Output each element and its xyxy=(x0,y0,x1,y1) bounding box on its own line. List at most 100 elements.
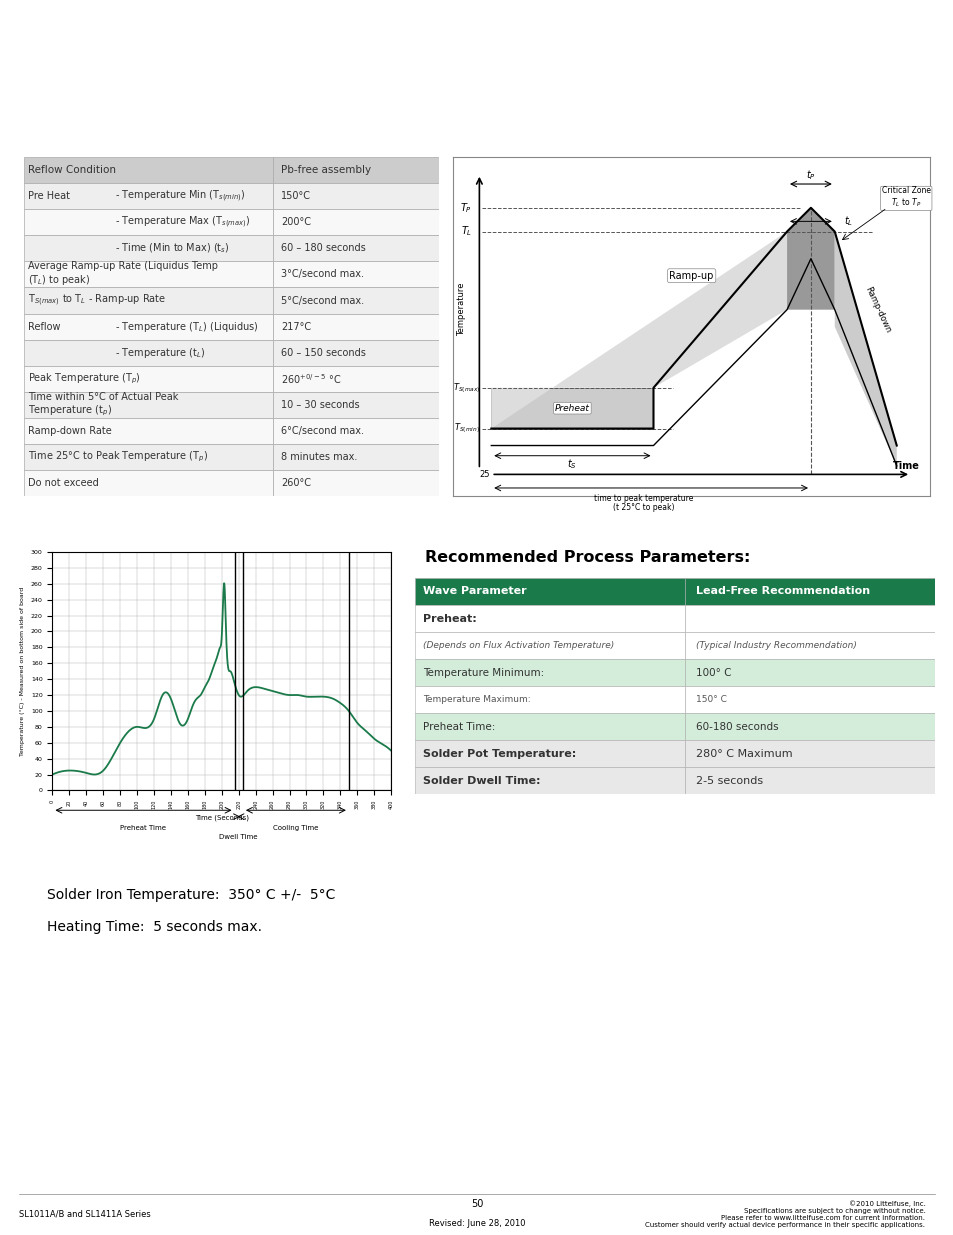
Text: Recommended Process Parameters:: Recommended Process Parameters: xyxy=(425,550,750,566)
Text: 6°C/second max.: 6°C/second max. xyxy=(281,426,364,436)
Text: 260$^{+0/-5}$ °C: 260$^{+0/-5}$ °C xyxy=(281,372,341,385)
Y-axis label: Temperature (°C) - Measured on bottom side of board: Temperature (°C) - Measured on bottom si… xyxy=(20,587,26,756)
Bar xyxy=(24,366,273,391)
Text: Temperature Minimum:: Temperature Minimum: xyxy=(422,668,543,678)
Bar xyxy=(24,340,273,366)
Bar xyxy=(24,209,273,235)
Text: 150° C: 150° C xyxy=(695,695,726,704)
Text: $T_{S(max)}$: $T_{S(max)}$ xyxy=(452,380,480,395)
Bar xyxy=(684,659,934,687)
Text: $t_S$: $t_S$ xyxy=(567,457,577,471)
Polygon shape xyxy=(491,232,786,429)
Text: - Temperature Min (T$_{s(min)}$): - Temperature Min (T$_{s(min)}$) xyxy=(115,188,246,204)
Text: 2-5 seconds: 2-5 seconds xyxy=(695,776,762,785)
Text: (Depends on Flux Activation Temperature): (Depends on Flux Activation Temperature) xyxy=(422,641,614,650)
Bar xyxy=(415,659,684,687)
Bar xyxy=(415,740,684,767)
Text: 280° C Maximum: 280° C Maximum xyxy=(695,748,792,758)
Text: Ramp-up: Ramp-up xyxy=(669,270,713,280)
Bar xyxy=(684,713,934,740)
Bar xyxy=(24,235,273,262)
Text: Reflow Condition: Reflow Condition xyxy=(28,165,116,175)
Polygon shape xyxy=(834,232,896,466)
Bar xyxy=(415,578,684,605)
Text: 5°C/second max.: 5°C/second max. xyxy=(281,295,364,305)
Bar xyxy=(24,262,273,288)
Text: 100° C: 100° C xyxy=(695,668,731,678)
Text: Preheat Time: Preheat Time xyxy=(120,825,166,831)
Bar xyxy=(684,767,934,794)
Text: 60 – 180 seconds: 60 – 180 seconds xyxy=(281,243,366,253)
Bar xyxy=(24,445,273,471)
Text: 217°C: 217°C xyxy=(281,321,311,332)
Bar xyxy=(24,391,273,419)
Text: Preheat Time:: Preheat Time: xyxy=(422,721,495,731)
Text: Preheat: Preheat xyxy=(555,404,589,412)
Polygon shape xyxy=(662,9,688,68)
Text: Ramp-down: Ramp-down xyxy=(862,285,891,335)
Bar xyxy=(273,471,438,496)
Text: Lead-Free Recommendation: Lead-Free Recommendation xyxy=(695,587,869,597)
Text: Preheat:: Preheat: xyxy=(422,614,476,624)
Text: ©2010 Littelfuse, Inc.
Specifications are subject to change without notice.
Plea: ©2010 Littelfuse, Inc. Specifications ar… xyxy=(644,1200,924,1228)
Text: 150°C: 150°C xyxy=(281,191,311,201)
Bar xyxy=(273,183,438,209)
Text: time to peak temperature: time to peak temperature xyxy=(594,494,693,503)
Text: Dwell Time: Dwell Time xyxy=(219,834,257,840)
Bar xyxy=(273,314,438,340)
Text: $t_L$: $t_L$ xyxy=(843,215,853,228)
Text: Expertise Applied  |  Answers Delivered: Expertise Applied | Answers Delivered xyxy=(679,77,845,85)
Bar xyxy=(273,209,438,235)
Text: Soldering Parameters - Wave Soldering (Thru-Hole Devices): Soldering Parameters - Wave Soldering (T… xyxy=(34,511,432,525)
Bar xyxy=(415,767,684,794)
Text: 50: 50 xyxy=(471,1199,482,1209)
Text: Ramp-down Rate: Ramp-down Rate xyxy=(28,426,112,436)
Polygon shape xyxy=(786,207,834,310)
Text: Do not exceed: Do not exceed xyxy=(28,478,99,488)
Bar xyxy=(684,687,934,713)
Text: $T_P$: $T_P$ xyxy=(460,201,472,215)
Text: Wave Parameter: Wave Parameter xyxy=(422,587,526,597)
Text: Temperature Maximum:: Temperature Maximum: xyxy=(422,695,530,704)
Text: - Temperature (t$_L$): - Temperature (t$_L$) xyxy=(115,346,205,359)
Text: 60-180 seconds: 60-180 seconds xyxy=(695,721,778,731)
Bar xyxy=(273,419,438,445)
Bar xyxy=(684,632,934,659)
Text: Solder Iron Temperature:  350° C +/-  5°C: Solder Iron Temperature: 350° C +/- 5°C xyxy=(47,888,335,903)
Text: Time (Seconds): Time (Seconds) xyxy=(194,814,249,820)
Text: Peak Temperature (T$_p$): Peak Temperature (T$_p$) xyxy=(28,372,141,387)
Text: 200°C: 200°C xyxy=(281,217,311,227)
Bar xyxy=(24,183,273,209)
Text: 8 minutes max.: 8 minutes max. xyxy=(281,452,357,462)
Text: (t 25°C to peak): (t 25°C to peak) xyxy=(613,503,674,511)
Bar xyxy=(684,740,934,767)
Text: SL1011A/B and SL1411A Series: SL1011A/B and SL1411A Series xyxy=(19,1209,151,1219)
Text: - Temperature (T$_L$) (Liquidus): - Temperature (T$_L$) (Liquidus) xyxy=(115,320,258,333)
Bar xyxy=(24,419,273,445)
Bar xyxy=(24,157,273,183)
Text: Soldering Parameters - Reflow Soldering (Surface Mount Devices): Soldering Parameters - Reflow Soldering … xyxy=(34,128,472,141)
Text: $T_L$: $T_L$ xyxy=(460,225,472,238)
Text: (Typical Industry Recommendation): (Typical Industry Recommendation) xyxy=(695,641,856,650)
Text: Temperature: Temperature xyxy=(456,283,466,336)
Polygon shape xyxy=(491,388,653,429)
Text: 260°C: 260°C xyxy=(281,478,311,488)
Bar xyxy=(684,578,934,605)
Text: Heating Time:  5 seconds max.: Heating Time: 5 seconds max. xyxy=(47,920,262,934)
Bar xyxy=(415,713,684,740)
Text: Reflow: Reflow xyxy=(28,321,60,332)
Text: 10 – 30 seconds: 10 – 30 seconds xyxy=(281,400,359,410)
Text: Pre Heat: Pre Heat xyxy=(28,191,70,201)
Bar xyxy=(273,235,438,262)
Bar xyxy=(273,445,438,471)
Text: Critical Zone
$T_L$ to $T_P$: Critical Zone $T_L$ to $T_P$ xyxy=(881,186,930,209)
Text: Time: Time xyxy=(892,461,919,471)
Bar xyxy=(273,391,438,419)
Text: 25: 25 xyxy=(478,469,489,479)
Text: - Temperature Max (T$_{s(max)}$): - Temperature Max (T$_{s(max)}$) xyxy=(115,215,251,230)
Text: Cooling Time: Cooling Time xyxy=(273,825,317,831)
Text: $t_P$: $t_P$ xyxy=(805,169,815,183)
Text: Pb-free assembly: Pb-free assembly xyxy=(281,165,371,175)
Bar xyxy=(273,340,438,366)
Text: Littelfuse: Littelfuse xyxy=(714,32,811,51)
